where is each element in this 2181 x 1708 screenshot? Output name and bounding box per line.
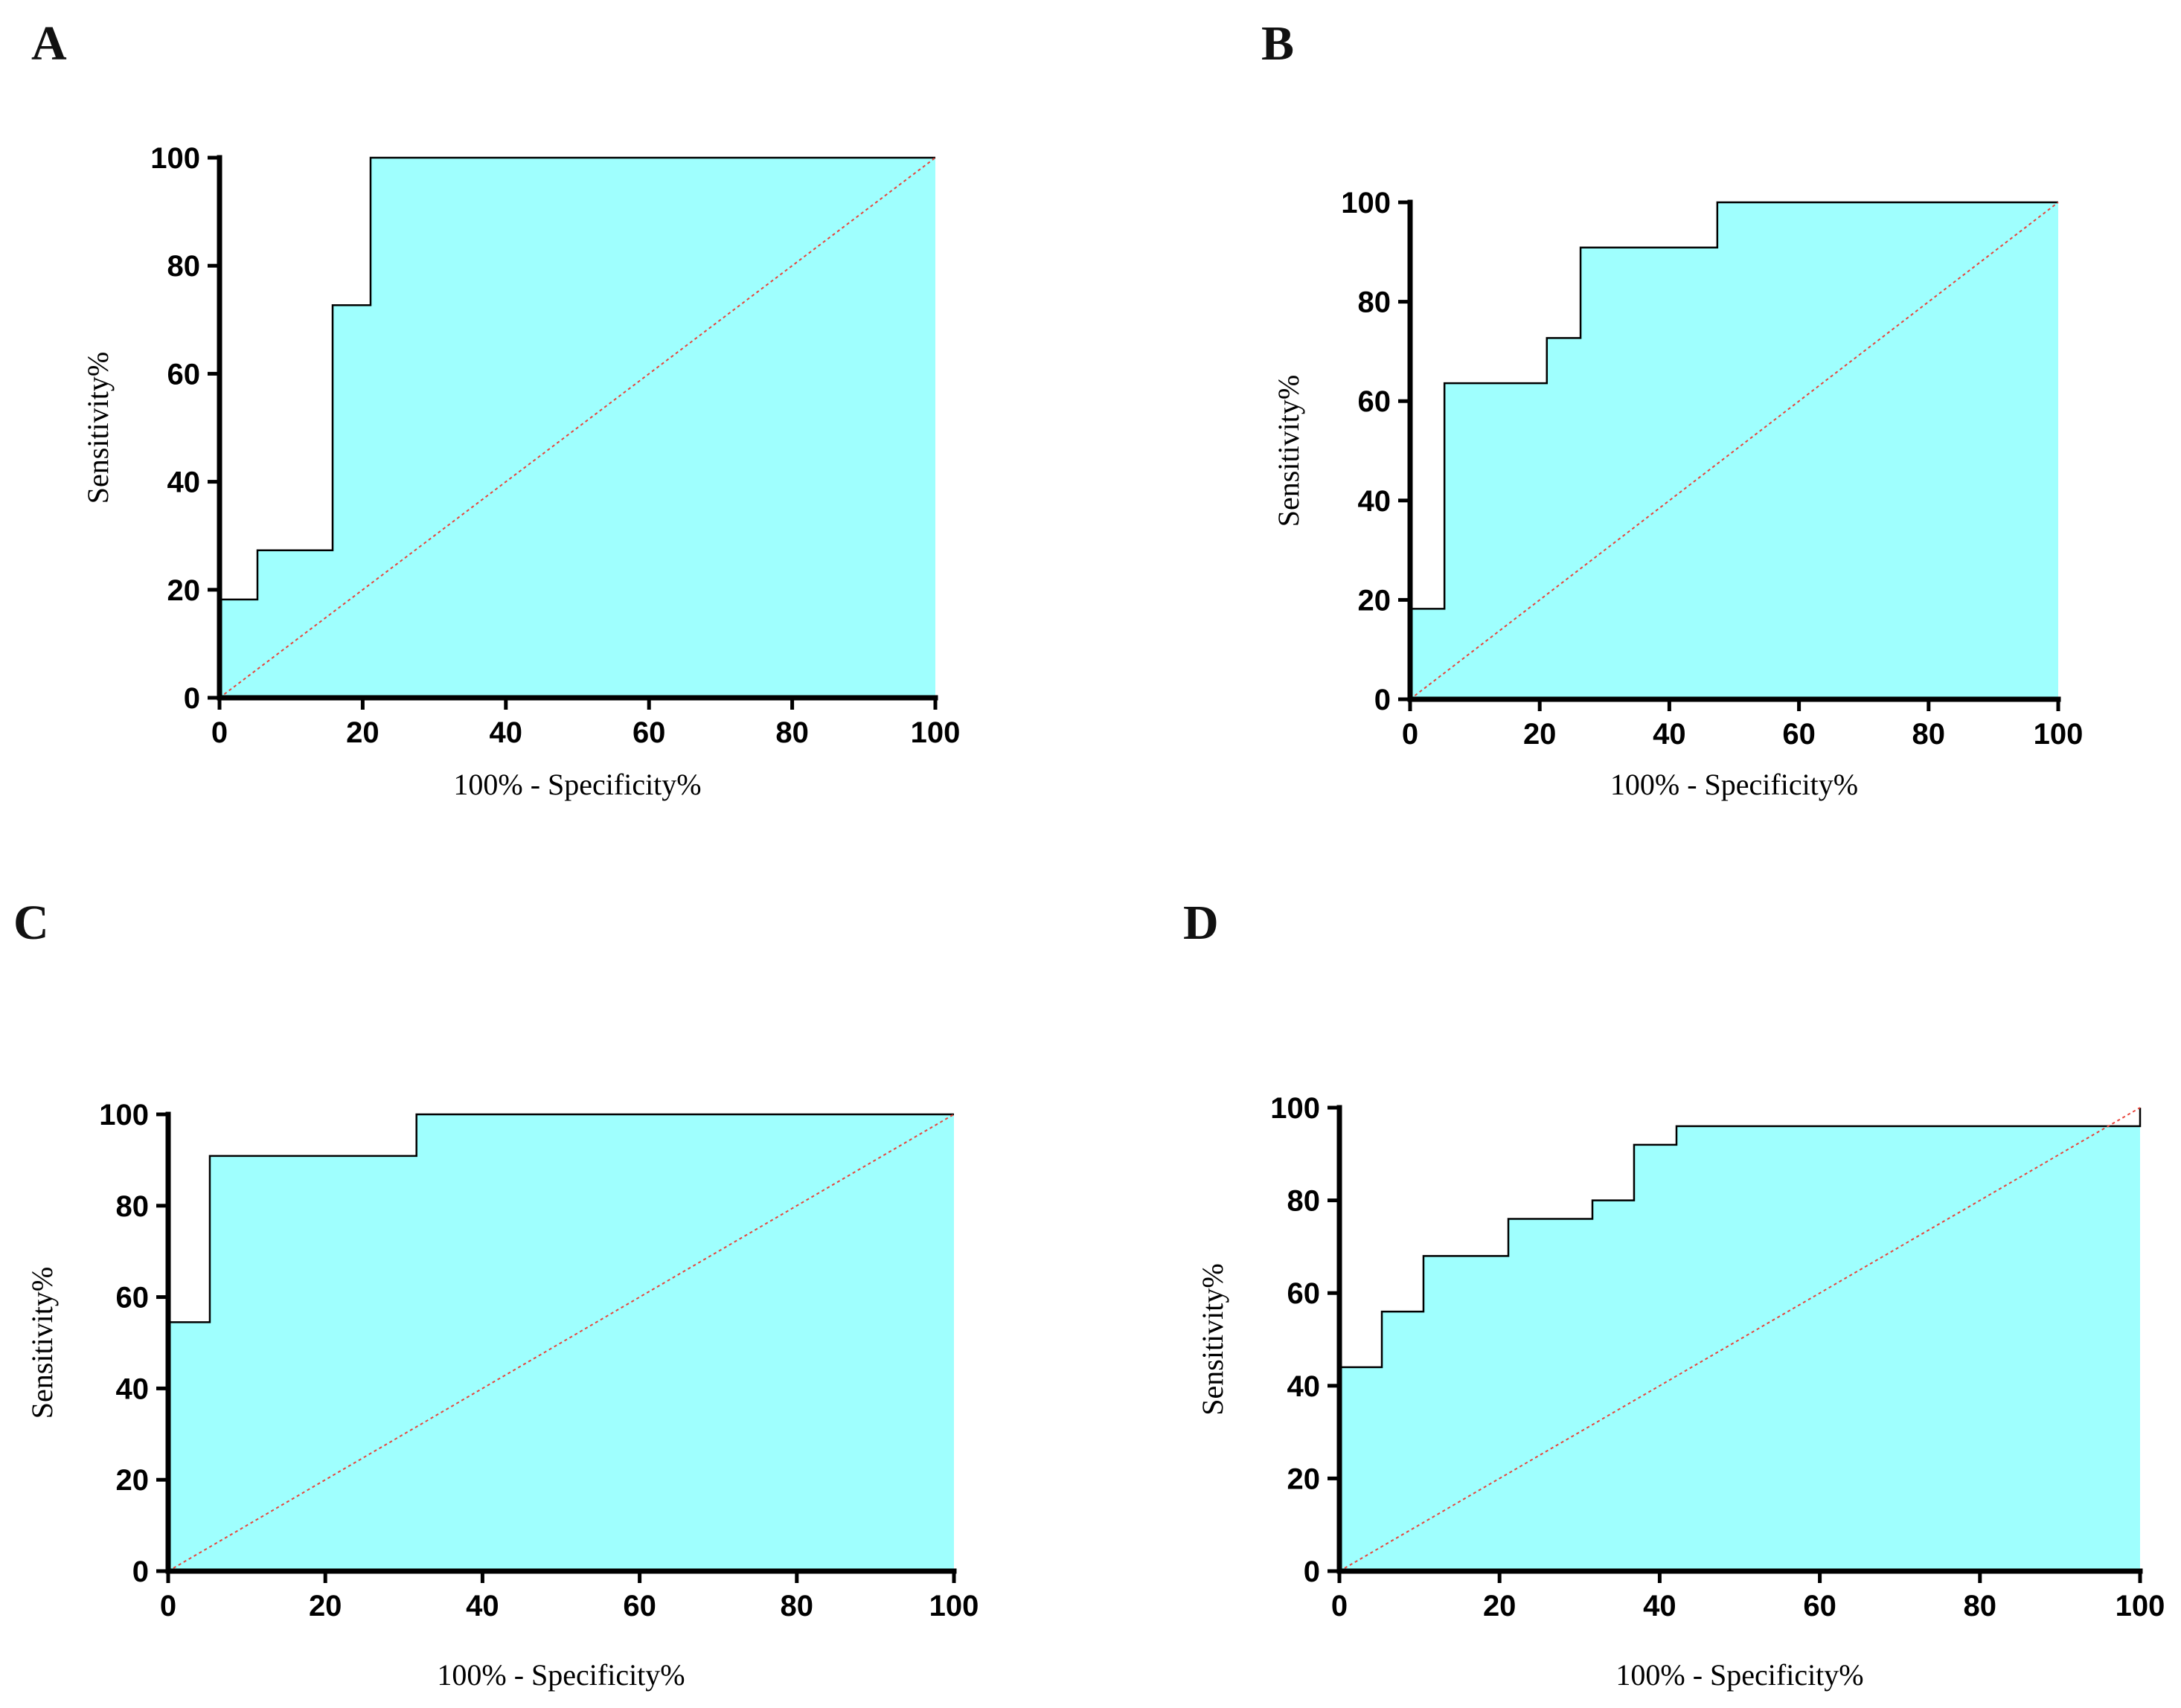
panel-a-chart: A 0 20 40 60 80 100 0 20 40 60 80 100 100% - Specific…	[31, 16, 960, 801]
panel-b-reference-line	[1409, 202, 2059, 700]
panel-c-x-tick-label: 0	[160, 1590, 176, 1622]
panel-c-x-tick-label: 80	[781, 1590, 814, 1622]
panel-a-roc-curve	[218, 156, 935, 698]
panel-d-x-tick-label: 100	[2116, 1590, 2165, 1622]
panel-d-roc-curve	[1338, 1108, 2142, 1571]
panel-c-reference-line	[167, 1114, 955, 1572]
panel-d-y-tick-label: 0	[1304, 1556, 1320, 1588]
panel-b-y-tick-label: 40	[1358, 485, 1391, 518]
panel-d-y-tick-label: 20	[1287, 1463, 1321, 1495]
panel-a-y-tick-label: 60	[167, 358, 201, 391]
panel-d-roc-area	[1339, 1108, 2140, 1571]
panel-d-chart: D 0 20 40 60 80 100 0 20 40 60 80 100 100% - Specific…	[1183, 896, 2165, 1692]
panel-d-x-tick-label: 0	[1331, 1590, 1348, 1622]
panel-b-x-tick-label: 100	[2034, 718, 2084, 751]
panel-b-y-tick-label: 20	[1358, 584, 1391, 617]
panel-a-x-tick-label: 40	[490, 716, 523, 749]
panel-a-x-tick-label: 0	[211, 716, 228, 749]
panel-a-x-tick-label: 80	[775, 716, 809, 749]
panel-d-x-tick-label: 60	[1803, 1590, 1836, 1622]
panel-a-y-tick-label: 0	[184, 682, 200, 715]
panel-a-x-tick-label: 60	[632, 716, 666, 749]
panel-b-letter: B	[1261, 16, 1294, 71]
panel-b-y-axis-title: Sensitivity%	[1272, 375, 1305, 527]
panel-a-y-tick-label: 20	[167, 574, 201, 607]
panel-d-y-axis-title: Sensitivity%	[1196, 1263, 1229, 1415]
panel-b-y-tick-label: 80	[1358, 286, 1391, 319]
panel-b-x-tick-label: 0	[1402, 718, 1418, 751]
panel-c-x-tick-label: 60	[623, 1590, 656, 1622]
panel-b-x-axis-title: 100% - Specificity%	[1610, 768, 1858, 801]
panel-d-y-tick-label: 80	[1287, 1185, 1321, 1218]
panel-b-x-tick-label: 60	[1782, 718, 1816, 751]
panel-d-x-tick-label: 40	[1643, 1590, 1676, 1622]
panel-c-letter: C	[13, 896, 49, 950]
panel-d-x-tick-label: 20	[1483, 1590, 1517, 1622]
panel-d-x-axis-title: 100% - Specificity%	[1615, 1658, 1863, 1692]
panel-a-y-tick-label: 100	[150, 142, 200, 175]
panel-c-x-tick-label: 40	[466, 1590, 499, 1622]
panel-a-x-axis-title: 100% - Specificity%	[453, 768, 701, 801]
panel-b-x-tick-label: 80	[1912, 718, 1946, 751]
panel-c-y-axis-title: Sensitivity%	[25, 1267, 59, 1419]
panel-a-x-tick-label: 20	[346, 716, 379, 749]
panel-b-y-tick-label: 0	[1374, 684, 1391, 716]
panel-a-y-tick-label: 80	[167, 250, 201, 283]
panel-c-x-tick-label: 20	[309, 1590, 342, 1622]
panel-a-reference-line	[219, 157, 936, 699]
panel-c-y-tick-label: 0	[132, 1556, 149, 1588]
panel-c-x-axis-title: 100% - Specificity%	[437, 1658, 685, 1692]
panel-b-x-tick-label: 40	[1653, 718, 1686, 751]
panel-a-y-tick-label: 40	[167, 466, 201, 499]
panel-d-x-tick-label: 80	[1964, 1590, 1997, 1622]
panel-c-chart: C 0 20 40 60 80 100 0 20 40 60 80 100 100% - Specific…	[13, 896, 979, 1692]
panel-b-y-tick-label: 100	[1341, 187, 1391, 219]
panel-d-letter: D	[1183, 896, 1219, 950]
panel-c-y-tick-label: 40	[116, 1372, 150, 1405]
panel-a-letter: A	[31, 16, 67, 71]
panel-c-y-tick-label: 100	[99, 1099, 149, 1131]
panel-c-x-tick-label: 100	[929, 1590, 979, 1622]
panel-b-roc-curve	[1409, 201, 2058, 699]
panel-d-y-tick-label: 60	[1287, 1277, 1321, 1310]
panel-c-y-tick-label: 20	[116, 1464, 150, 1497]
panel-b-y-tick-label: 60	[1358, 385, 1391, 418]
panel-b-chart: B 0 20 40 60 80 100 0 20 40 60 80 100 100% - Specific…	[1261, 16, 2083, 801]
panel-d-y-tick-label: 40	[1287, 1370, 1321, 1403]
panel-a-x-tick-label: 100	[911, 716, 961, 749]
panel-a-y-axis-title: Sensitivity%	[81, 352, 115, 504]
panel-d-y-tick-label: 100	[1270, 1092, 1320, 1125]
panel-c-y-tick-label: 80	[116, 1190, 150, 1223]
panel-b-x-tick-label: 20	[1523, 718, 1557, 751]
panel-c-y-tick-label: 60	[116, 1282, 150, 1314]
